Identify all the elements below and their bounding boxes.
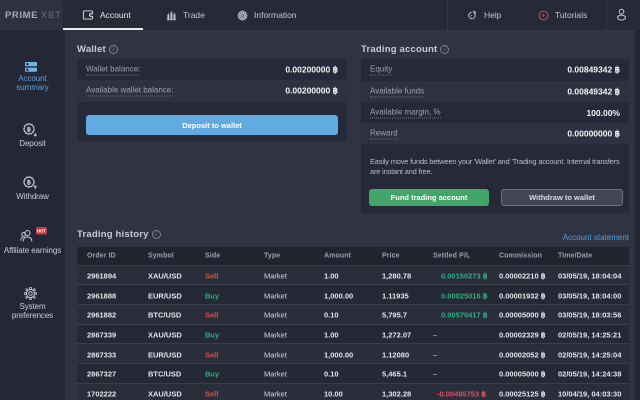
svg-text:฿: ฿ bbox=[27, 125, 32, 133]
svg-text:HOT: HOT bbox=[37, 228, 46, 233]
svg-text:฿: ฿ bbox=[27, 178, 32, 186]
